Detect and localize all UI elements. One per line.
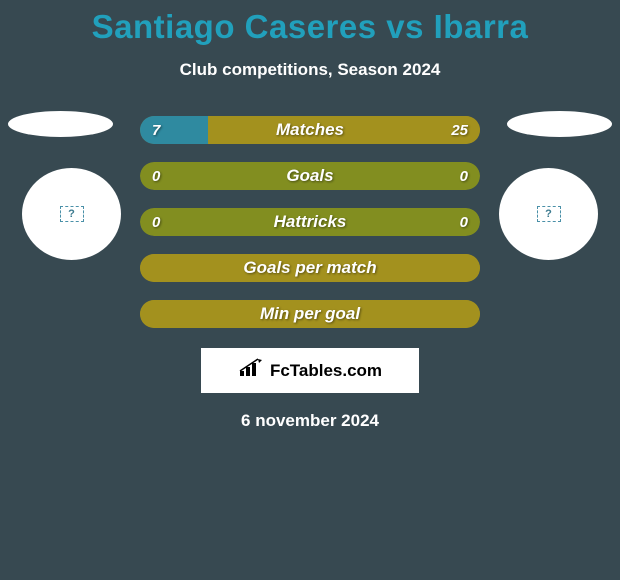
logo-text: FcTables.com xyxy=(270,361,382,381)
bar-label: Matches xyxy=(140,120,480,140)
bar-value-left: 0 xyxy=(152,214,160,231)
stat-bar: Hattricks0 0 xyxy=(140,208,480,236)
player1-avatar: ? xyxy=(22,168,121,260)
player1-name-ellipse xyxy=(8,111,113,137)
bar-label: Min per goal xyxy=(140,304,480,324)
page-title: Santiago Caseres vs Ibarra xyxy=(0,0,620,46)
bar-label: Goals per match xyxy=(140,258,480,278)
bar-value-left: 0 xyxy=(152,168,160,185)
bar-value-right: 0 xyxy=(460,214,468,231)
stat-bars: Matches725Goals00Hattricks00Goals per ma… xyxy=(140,116,480,328)
stats-area: ? ? Matches725Goals00Hattricks00Goals pe… xyxy=(0,116,620,328)
stat-bar: Goals per match xyxy=(140,254,480,282)
bar-value-left: 7 xyxy=(152,122,160,139)
logo-box: FcTables.com xyxy=(201,348,419,393)
player2-name-ellipse xyxy=(507,111,612,137)
stat-bar: Min per goal xyxy=(140,300,480,328)
stat-bar: Matches7 25 xyxy=(140,116,480,144)
bar-label: Goals xyxy=(140,166,480,186)
stat-bar: Goals0 0 xyxy=(140,162,480,190)
logo-chart-icon xyxy=(238,358,266,383)
bar-label: Hattricks xyxy=(140,212,480,232)
date-line: 6 november 2024 xyxy=(0,411,620,431)
placeholder-icon: ? xyxy=(537,206,561,222)
player2-avatar: ? xyxy=(499,168,598,260)
placeholder-icon: ? xyxy=(60,206,84,222)
bar-value-right: 25 xyxy=(451,122,468,139)
bar-value-right: 0 xyxy=(460,168,468,185)
subtitle: Club competitions, Season 2024 xyxy=(0,60,620,80)
